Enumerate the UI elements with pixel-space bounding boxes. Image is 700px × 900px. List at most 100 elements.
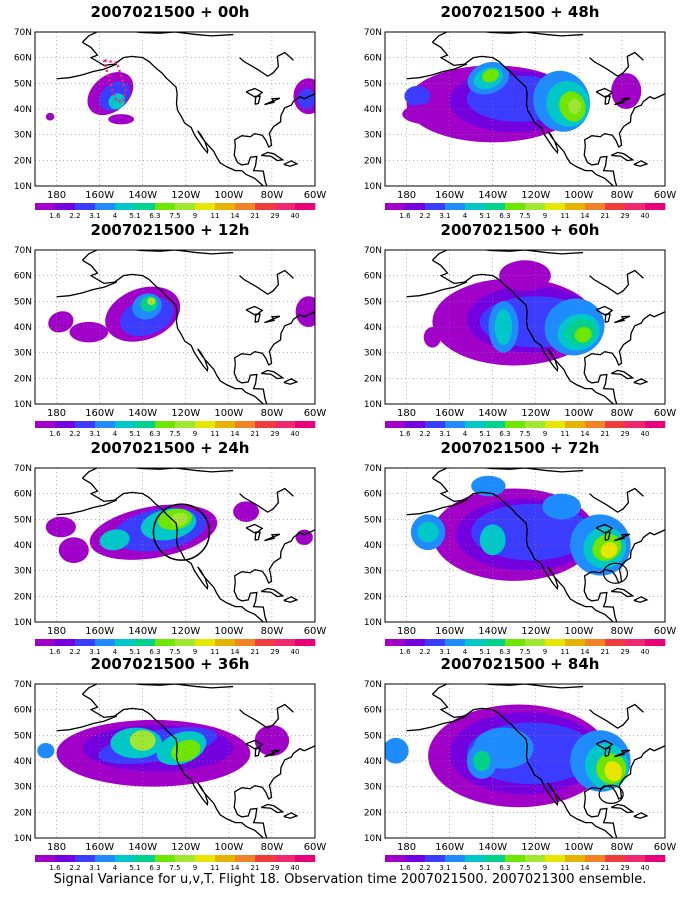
- lat-tick-label: 70N: [364, 246, 382, 256]
- map-48h: 70N 60N 50N 40N 30N 20N 10N 180 160W 140W 120W 100W…: [364, 28, 677, 220]
- colorbar-swatch: [195, 421, 216, 428]
- grid-lines: [35, 32, 315, 186]
- colorbar-label: 7.5: [519, 430, 530, 438]
- lon-tick-label: 80W: [261, 190, 284, 201]
- colorbar: 1.6 2.2 3.1 4 5.1 6.3 7.5 9 11 14 21 29 40: [35, 203, 316, 220]
- colorbar-label: 6.3: [499, 648, 510, 656]
- colorbar-swatch: [445, 421, 466, 428]
- lon-tick-label: 80W: [611, 842, 634, 853]
- lon-tick-label: 80W: [611, 408, 634, 419]
- grid-lines: [385, 250, 665, 404]
- colorbar-swatch: [465, 639, 486, 646]
- map-84h: 70N 60N 50N 40N 30N 20N 10N 180 160W 140W 120W 100W…: [364, 680, 677, 872]
- lat-tick-label: 40N: [364, 757, 382, 767]
- lat-tick-label: 20N: [364, 808, 382, 818]
- colorbar-label: 14: [231, 648, 240, 656]
- lon-tick-label: 180: [47, 626, 66, 637]
- colorbar-swatch: [275, 421, 296, 428]
- grid-lines: [35, 684, 315, 838]
- lon-tick-label: 80W: [611, 626, 634, 637]
- lon-tick-label: 160W: [85, 408, 114, 419]
- colorbar-label: 6.3: [499, 212, 510, 220]
- colorbar-swatch: [195, 639, 216, 646]
- map-72h: 70N 60N 50N 40N 30N 20N 10N 180 160W 140W 120W 100W…: [364, 464, 677, 656]
- variance-contour: [499, 260, 551, 292]
- colorbar-swatch: [115, 421, 136, 428]
- lon-tick-label: 140W: [128, 190, 157, 201]
- colorbar-label: 40: [291, 648, 300, 656]
- colorbar-label: 7.5: [169, 648, 180, 656]
- colorbar-label: 14: [581, 430, 590, 438]
- colorbar-label: 1.6: [49, 212, 61, 220]
- colorbar-label: 11: [211, 648, 220, 656]
- colorbar-label: 21: [251, 430, 260, 438]
- grid-lines: [385, 32, 665, 186]
- lat-tick-label: 60N: [14, 706, 32, 716]
- lon-tick-label: 60W: [304, 190, 327, 201]
- lon-tick-label: 80W: [611, 190, 634, 201]
- lat-tick-label: 50N: [14, 297, 32, 307]
- variance-contour: [600, 542, 618, 559]
- lat-tick-label: 10N: [364, 400, 382, 410]
- colorbar-label: 11: [561, 430, 570, 438]
- colorbar-swatch: [175, 639, 196, 646]
- plot-frame: [384, 249, 666, 405]
- lon-tick-label: 120W: [521, 626, 550, 637]
- coastlines: [406, 684, 665, 838]
- lat-tick-label: 60N: [364, 54, 382, 64]
- colorbar-swatch: [75, 639, 96, 646]
- colorbar-label: 2.2: [69, 430, 80, 438]
- colorbar-swatch: [175, 421, 196, 428]
- panel-84h: 2007021500 + 84h 70N 60N 50N 40N 30N 20N 10N 18…: [350, 652, 690, 872]
- lat-tick-label: 10N: [14, 618, 32, 628]
- colorbar-swatch: [585, 203, 606, 210]
- lon-tick-label: 160W: [435, 626, 464, 637]
- lon-tick-label: 160W: [435, 408, 464, 419]
- lat-tick-label: 20N: [14, 592, 32, 602]
- colorbar-swatch: [75, 203, 96, 210]
- grid-lines: [385, 468, 665, 622]
- colorbar-label: 1.6: [399, 864, 411, 872]
- variance-contour: [471, 475, 506, 497]
- lon-tick-label: 100W: [564, 626, 593, 637]
- colorbar-label: 6.3: [149, 864, 160, 872]
- lat-tick-label: 50N: [14, 731, 32, 741]
- flight-track: [102, 58, 127, 103]
- lon-tick-label: 120W: [521, 408, 550, 419]
- lon-tick-label: 180: [397, 190, 416, 201]
- colorbar-label: 40: [291, 430, 300, 438]
- colorbar-label: 3.1: [439, 864, 450, 872]
- colorbar-swatch: [525, 639, 546, 646]
- colorbar-label: 4: [113, 864, 118, 872]
- lon-tick-label: 120W: [171, 408, 200, 419]
- lat-tick-label: 40N: [364, 541, 382, 551]
- colorbar-swatch: [385, 203, 406, 210]
- lon-tick-label: 140W: [128, 626, 157, 637]
- map-12h: 70N 60N 50N 40N 30N 20N 10N 180 160W 140W 120W 100W…: [14, 246, 327, 438]
- lat-tick-label: 10N: [14, 400, 32, 410]
- colorbar-label: 6.3: [149, 648, 160, 656]
- colorbar-label: 1.6: [399, 212, 411, 220]
- colorbar-swatch: [425, 203, 446, 210]
- colorbar-label: 5.1: [129, 212, 140, 220]
- lon-tick-label: 120W: [171, 626, 200, 637]
- map-36h: 70N 60N 50N 40N 30N 20N 10N 180 160W 140W 120W 100W…: [14, 680, 327, 872]
- coastlines: [56, 32, 315, 186]
- panel-title: 2007021500 + 36h: [90, 655, 250, 673]
- colorbar-swatch: [275, 855, 296, 862]
- colorbar-label: 2.2: [69, 864, 80, 872]
- panel-24h: 2007021500 + 24h 70N 60N 50N 40N 30N 20N 10N 18…: [0, 436, 340, 656]
- colorbar-label: 2.2: [419, 212, 430, 220]
- lon-tick-label: 60W: [654, 190, 677, 201]
- variance-field: [423, 260, 605, 366]
- lat-tick-label: 70N: [364, 464, 382, 474]
- panel-title: 2007021500 + 48h: [440, 3, 600, 21]
- lon-tick-label: 60W: [654, 626, 677, 637]
- lat-tick-label: 40N: [14, 323, 32, 333]
- lon-tick-label: 160W: [435, 842, 464, 853]
- colorbar-swatch: [565, 421, 586, 428]
- lat-tick-label: 60N: [364, 706, 382, 716]
- colorbar-label: 5.1: [479, 212, 490, 220]
- colorbar: 1.6 2.2 3.1 4 5.1 6.3 7.5 9 11 14 21 29 40: [35, 421, 316, 438]
- colorbar-label: 5.1: [479, 864, 490, 872]
